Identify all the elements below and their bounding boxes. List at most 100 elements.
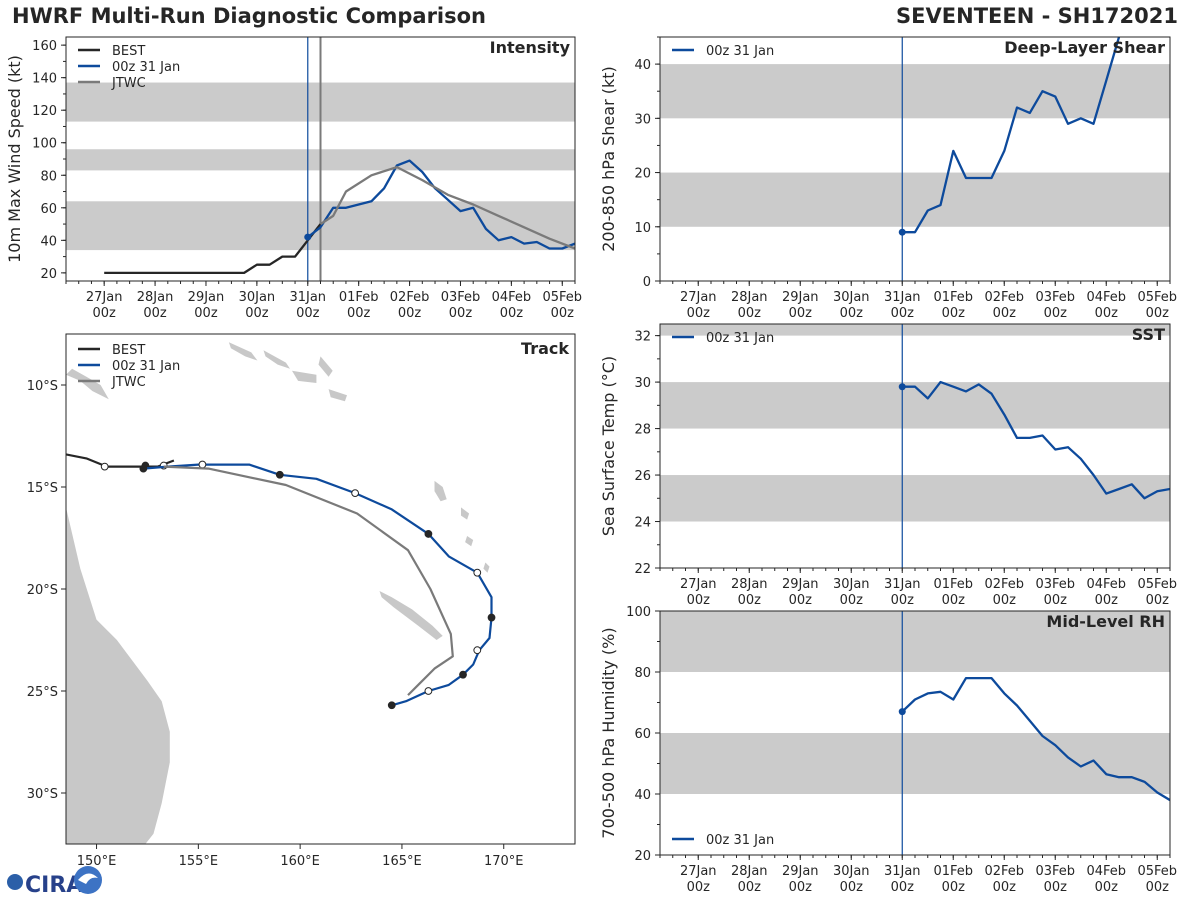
sst-title: SST	[1132, 325, 1165, 344]
intensity-ytick-label: 40	[40, 234, 57, 249]
shear-xtick-date: 02Feb	[984, 290, 1024, 305]
rh-xtick-hour: 00z	[942, 880, 966, 895]
shear-band	[660, 172, 1170, 227]
rh-panel: 2040608010027Jan00z28Jan00z29Jan00z30Jan…	[599, 605, 1177, 895]
intensity-xtick-hour: 00z	[194, 306, 218, 321]
sst-xtick-date: 30Jan	[833, 577, 870, 592]
sst-series-line	[902, 380, 1170, 500]
sst-band	[660, 382, 1170, 429]
shear-xtick-hour: 00z	[942, 306, 966, 321]
vanuatu-land	[483, 562, 490, 573]
track-position-marker	[487, 613, 496, 622]
shear-xtick-date: 28Jan	[731, 290, 768, 305]
sst-xtick-date: 27Jan	[680, 577, 717, 592]
shear-xtick-hour: 00z	[1044, 306, 1068, 321]
intensity-xtick-date: 27Jan	[86, 290, 123, 305]
solomon-land	[328, 389, 347, 402]
shear-panel: 01020304027Jan00z28Jan00z29Jan00z30Jan00…	[599, 36, 1177, 321]
rh-series-line	[901, 676, 1170, 802]
intensity-ytick-label: 80	[40, 169, 57, 184]
intensity-series-line	[104, 223, 322, 275]
track-xtick-label: 165°E	[382, 854, 422, 869]
shear-ylabel: 200-850 hPa Shear (kt)	[599, 66, 618, 252]
rh-xtick-date: 05Feb	[1137, 864, 1177, 879]
track-legend-label: JTWC	[111, 375, 146, 390]
intensity-series-line	[319, 165, 575, 250]
shear-ytick-label: 20	[634, 167, 651, 182]
rh-xtick-date: 31Jan	[884, 864, 921, 879]
intensity-xtick-date: 03Feb	[441, 290, 481, 305]
intensity-xtick-date: 02Feb	[390, 290, 430, 305]
intensity-legend-label: JTWC	[111, 76, 146, 91]
intensity-xtick-date: 28Jan	[137, 290, 174, 305]
rh-xtick-date: 02Feb	[984, 864, 1024, 879]
figure-title: HWRF Multi-Run Diagnostic Comparison	[12, 4, 487, 28]
storm-id-title: SEVENTEEN - SH172021	[896, 4, 1178, 28]
intensity-title: Intensity	[490, 38, 571, 57]
intensity-xtick-date: 05Feb	[542, 290, 582, 305]
solomon-land	[292, 370, 317, 383]
track-position-marker	[424, 687, 433, 695]
rh-xtick-hour: 00z	[1146, 880, 1170, 895]
shear-start-point	[898, 228, 906, 236]
shear-xtick-hour: 00z	[1095, 306, 1119, 321]
intensity-xtick-hour: 00z	[296, 306, 320, 321]
intensity-ylabel: 10m Max Wind Speed (kt)	[5, 55, 24, 263]
rh-xtick-hour: 00z	[993, 880, 1017, 895]
shear-title: Deep-Layer Shear	[1004, 38, 1165, 57]
rh-xtick-hour: 00z	[1095, 880, 1119, 895]
track-ytick-label: 20°S	[27, 583, 58, 598]
intensity-xtick-hour: 00z	[92, 306, 116, 321]
vanuatu-land	[465, 536, 474, 547]
intensity-xtick-hour: 00z	[143, 306, 167, 321]
track-ytick-label: 30°S	[27, 787, 58, 802]
sst-xtick-date: 05Feb	[1137, 577, 1177, 592]
track-panel: 150°E 155°E 160°E 165°E 170°E 10°S 15°S 20°S 25°…	[27, 333, 576, 869]
shear-series-line	[902, 37, 1121, 234]
rh-xtick-hour: 00z	[891, 880, 915, 895]
intensity-legend-label: 00z 31 Jan	[112, 60, 180, 75]
sst-xtick-date: 04Feb	[1086, 577, 1126, 592]
track-xtick-label: 150°E	[77, 854, 117, 869]
rh-xtick-date: 01Feb	[933, 864, 973, 879]
sst-xtick-date: 31Jan	[884, 577, 921, 592]
sst-ylabel: Sea Surface Temp (°C)	[599, 356, 618, 536]
intensity-xtick-date: 04Feb	[492, 290, 532, 305]
intensity-xtick-hour: 00z	[551, 306, 575, 321]
sst-xtick-hour: 00z	[738, 593, 762, 608]
shear-xtick-date: 01Feb	[933, 290, 973, 305]
track-ytick-label: 10°S	[27, 379, 58, 394]
cira-logo: CIRA	[7, 866, 102, 898]
logo-text: CIRA	[25, 873, 83, 898]
intensity-xtick-date: 29Jan	[188, 290, 225, 305]
sst-xtick-hour: 00z	[1044, 593, 1068, 608]
logo-swirl-mark	[78, 873, 98, 884]
rh-xtick-hour: 00z	[1044, 880, 1068, 895]
rh-band	[660, 611, 1170, 672]
track-title: Track	[521, 339, 569, 358]
sst-xtick-hour: 00z	[1095, 593, 1119, 608]
shear-xtick-hour: 00z	[891, 306, 915, 321]
intensity-ytick-label: 20	[40, 267, 57, 282]
solomon-land	[228, 342, 258, 361]
rh-legend-label: 00z 31 Jan	[706, 833, 774, 848]
track-ytick-label: 25°S	[27, 685, 58, 700]
rh-ytick-label: 60	[634, 727, 651, 742]
track-position-marker	[459, 670, 467, 679]
sst-xtick-date: 29Jan	[782, 577, 819, 592]
shear-plot-area	[660, 37, 1170, 281]
sst-xtick-hour: 00z	[789, 593, 813, 608]
sst-xtick-hour: 00z	[1146, 593, 1170, 608]
intensity-plot-area	[66, 37, 575, 281]
intensity-legend-label: BEST	[112, 44, 145, 59]
sst-band	[660, 475, 1170, 522]
sst-ytick-label: 32	[634, 330, 651, 345]
rh-xtick-hour: 00z	[840, 880, 864, 895]
sst-xtick-hour: 00z	[840, 593, 864, 608]
sst-ytick-label: 28	[634, 423, 651, 438]
solomon-land	[318, 356, 333, 377]
intensity-xtick-date: 31Jan	[289, 290, 326, 305]
track-position-marker	[424, 530, 433, 538]
sst-xtick-hour: 00z	[891, 593, 915, 608]
shear-xtick-date: 27Jan	[680, 290, 717, 305]
